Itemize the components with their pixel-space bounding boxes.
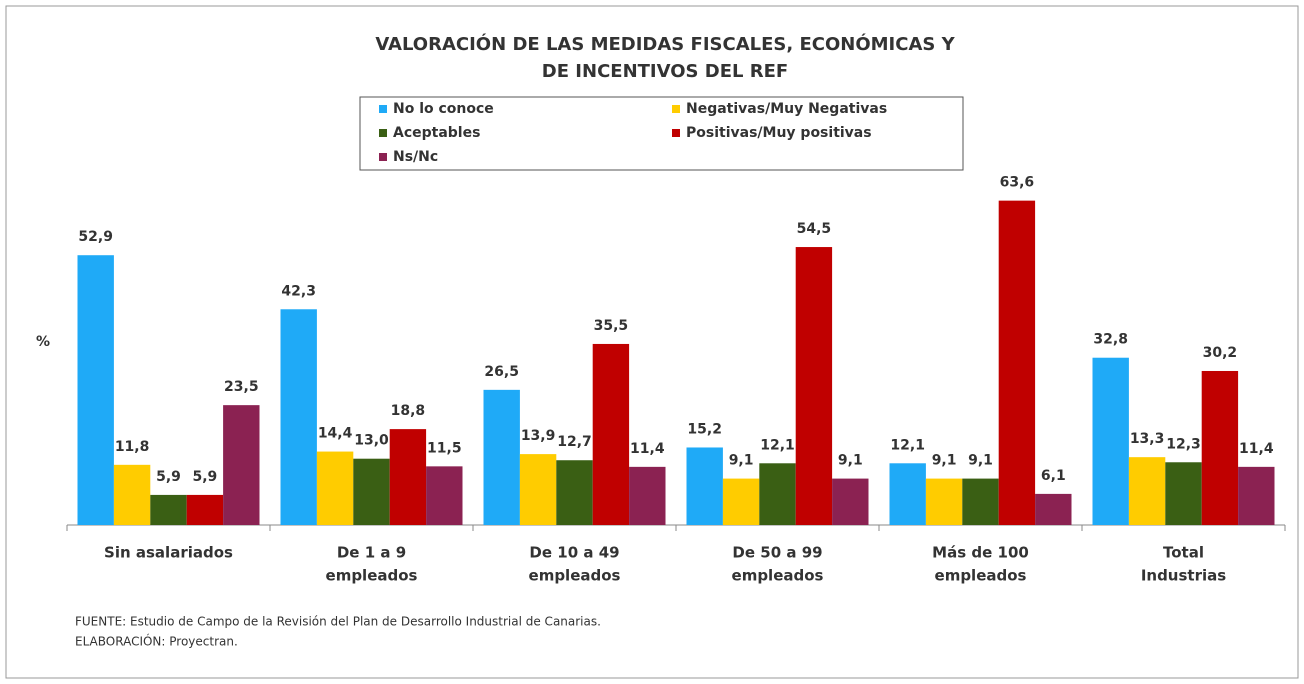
value-label: 15,2 xyxy=(687,421,722,437)
x-tick-label: Más de 100 xyxy=(932,544,1029,562)
legend-swatch xyxy=(379,105,387,113)
bar xyxy=(795,247,833,526)
legend-label: Ns/Nc xyxy=(393,149,438,165)
y-axis-label: % xyxy=(36,334,50,350)
x-tick-label: De 50 a 99 xyxy=(732,544,822,562)
value-label: 54,5 xyxy=(797,221,832,237)
bar xyxy=(186,494,224,525)
x-tick-label: Industrias xyxy=(1141,567,1226,585)
bar xyxy=(483,389,520,525)
value-label: 12,1 xyxy=(890,437,925,453)
bar xyxy=(389,429,427,525)
bar xyxy=(150,494,187,525)
value-label: 5,9 xyxy=(156,469,181,485)
x-tick-label: Total xyxy=(1163,544,1204,562)
x-tick-label: De 1 a 9 xyxy=(337,544,406,562)
chart-title: VALORACIÓN DE LAS MEDIDAS FISCALES, ECON… xyxy=(375,33,955,55)
bar xyxy=(962,478,999,525)
bar xyxy=(353,458,390,525)
value-label: 11,5 xyxy=(427,440,462,456)
bar xyxy=(223,405,260,525)
value-label: 23,5 xyxy=(224,379,259,395)
value-label: 13,0 xyxy=(354,433,389,449)
value-label: 9,1 xyxy=(968,453,993,469)
value-label: 26,5 xyxy=(484,364,519,380)
value-label: 12,7 xyxy=(557,434,592,450)
legend-swatch xyxy=(672,129,680,137)
bar xyxy=(998,200,1036,525)
value-label: 12,1 xyxy=(760,437,795,453)
x-tick-label: Sin asalariados xyxy=(104,544,233,562)
value-label: 11,4 xyxy=(630,441,665,457)
value-label: 63,6 xyxy=(1000,175,1035,191)
bar xyxy=(592,343,630,525)
source-note: ELABORACIÓN: Proyectran. xyxy=(75,634,238,649)
legend-swatch xyxy=(379,129,387,137)
bar xyxy=(925,478,963,525)
bar xyxy=(832,478,869,525)
bar xyxy=(686,447,723,525)
legend-label: Negativas/Muy Negativas xyxy=(686,101,887,117)
bar xyxy=(889,463,926,525)
value-label: 9,1 xyxy=(838,453,863,469)
source-note: FUENTE: Estudio de Campo de la Revisión … xyxy=(75,615,601,629)
bar xyxy=(1165,462,1202,525)
bar xyxy=(759,463,796,525)
x-tick-label: empleados xyxy=(326,567,418,585)
bar xyxy=(1035,493,1072,525)
x-tick-label: empleados xyxy=(935,567,1027,585)
legend xyxy=(359,96,964,171)
bar xyxy=(1092,357,1129,525)
x-tick-label: empleados xyxy=(529,567,621,585)
bar xyxy=(1238,466,1275,525)
bar xyxy=(1128,457,1166,525)
value-label: 18,8 xyxy=(391,403,426,419)
legend-swatch xyxy=(672,105,680,113)
value-label: 9,1 xyxy=(932,453,957,469)
legend-swatch xyxy=(379,153,387,161)
x-tick-label: empleados xyxy=(732,567,824,585)
bar xyxy=(77,255,114,525)
value-label: 9,1 xyxy=(729,453,754,469)
value-label: 12,3 xyxy=(1166,436,1201,452)
value-label: 32,8 xyxy=(1093,332,1128,348)
legend-label: No lo conoce xyxy=(393,101,494,117)
bar xyxy=(280,309,317,525)
value-label: 6,1 xyxy=(1041,468,1066,484)
bar xyxy=(1201,370,1239,525)
value-label: 5,9 xyxy=(192,469,217,485)
value-label: 13,9 xyxy=(521,428,556,444)
legend-label: Aceptables xyxy=(393,125,480,141)
chart-title: DE INCENTIVOS DEL REF xyxy=(542,61,788,82)
bar xyxy=(556,460,593,525)
bar xyxy=(629,466,666,525)
value-label: 13,3 xyxy=(1130,431,1165,447)
bar xyxy=(426,466,463,525)
bar xyxy=(722,478,760,525)
value-label: 42,3 xyxy=(281,283,316,299)
value-label: 30,2 xyxy=(1203,345,1238,361)
value-label: 11,4 xyxy=(1239,441,1274,457)
value-label: 14,4 xyxy=(318,426,353,442)
value-label: 52,9 xyxy=(78,229,113,245)
x-tick-label: De 10 a 49 xyxy=(529,544,619,562)
bar xyxy=(519,454,557,525)
bar xyxy=(113,464,151,525)
value-label: 35,5 xyxy=(594,318,629,334)
legend-label: Positivas/Muy positivas xyxy=(686,125,872,141)
value-label: 11,8 xyxy=(115,439,150,455)
bar xyxy=(316,451,354,525)
